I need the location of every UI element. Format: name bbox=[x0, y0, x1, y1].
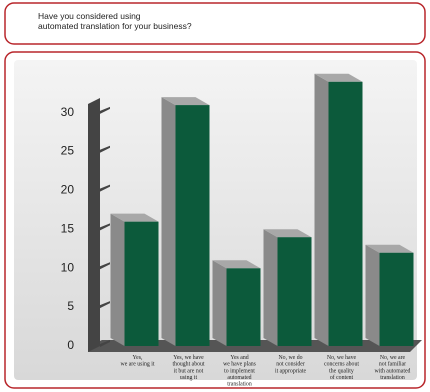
bar-top bbox=[314, 73, 363, 82]
x-tick-label: No, we have concerns about the quality of c… bbox=[324, 355, 359, 381]
y-tick-label: 15 bbox=[61, 222, 75, 236]
tick-mark bbox=[100, 340, 110, 347]
bar bbox=[175, 105, 210, 346]
y-tick-label: 5 bbox=[67, 299, 74, 313]
tick-mark bbox=[100, 262, 110, 270]
bar-side bbox=[365, 244, 380, 346]
bar-top bbox=[110, 213, 159, 222]
tick-mark bbox=[100, 223, 110, 231]
bar-side bbox=[314, 73, 329, 347]
y-tick-label: 20 bbox=[61, 183, 75, 197]
y-tick-label: 10 bbox=[61, 260, 75, 274]
y-tick-label: 0 bbox=[67, 338, 74, 352]
tick-mark bbox=[100, 106, 110, 114]
bar-top bbox=[212, 260, 261, 269]
bar-side bbox=[110, 213, 125, 346]
bar-side bbox=[263, 229, 278, 346]
y-tick-label: 30 bbox=[61, 105, 75, 119]
x-tick-label: No, we are not familiar with automated tran… bbox=[375, 355, 411, 381]
axis bbox=[88, 98, 100, 352]
bar-side bbox=[161, 97, 176, 346]
bar-side bbox=[212, 260, 227, 346]
x-tick-label: Yes, we are using it bbox=[121, 355, 155, 368]
y-tick-label: 25 bbox=[61, 144, 75, 158]
title-box bbox=[4, 2, 426, 45]
x-tick-label: No, we do not consider it appropriate bbox=[275, 355, 306, 374]
bar bbox=[226, 268, 261, 346]
bar bbox=[328, 81, 363, 347]
bar-top bbox=[263, 229, 312, 238]
bar bbox=[124, 221, 159, 346]
bar bbox=[379, 252, 414, 346]
x-tick-label: Yes, we have thought about it but are not u… bbox=[172, 355, 204, 381]
tick-mark bbox=[100, 145, 110, 153]
tick-mark bbox=[100, 184, 110, 192]
bar-top bbox=[365, 244, 414, 253]
chart-title: Have you considered using automated trans… bbox=[38, 11, 192, 31]
x-tick-label: Yes and we have plans to implement automate… bbox=[223, 355, 257, 388]
bar bbox=[277, 237, 312, 346]
bar-top bbox=[161, 97, 210, 106]
tick-mark bbox=[100, 301, 110, 309]
